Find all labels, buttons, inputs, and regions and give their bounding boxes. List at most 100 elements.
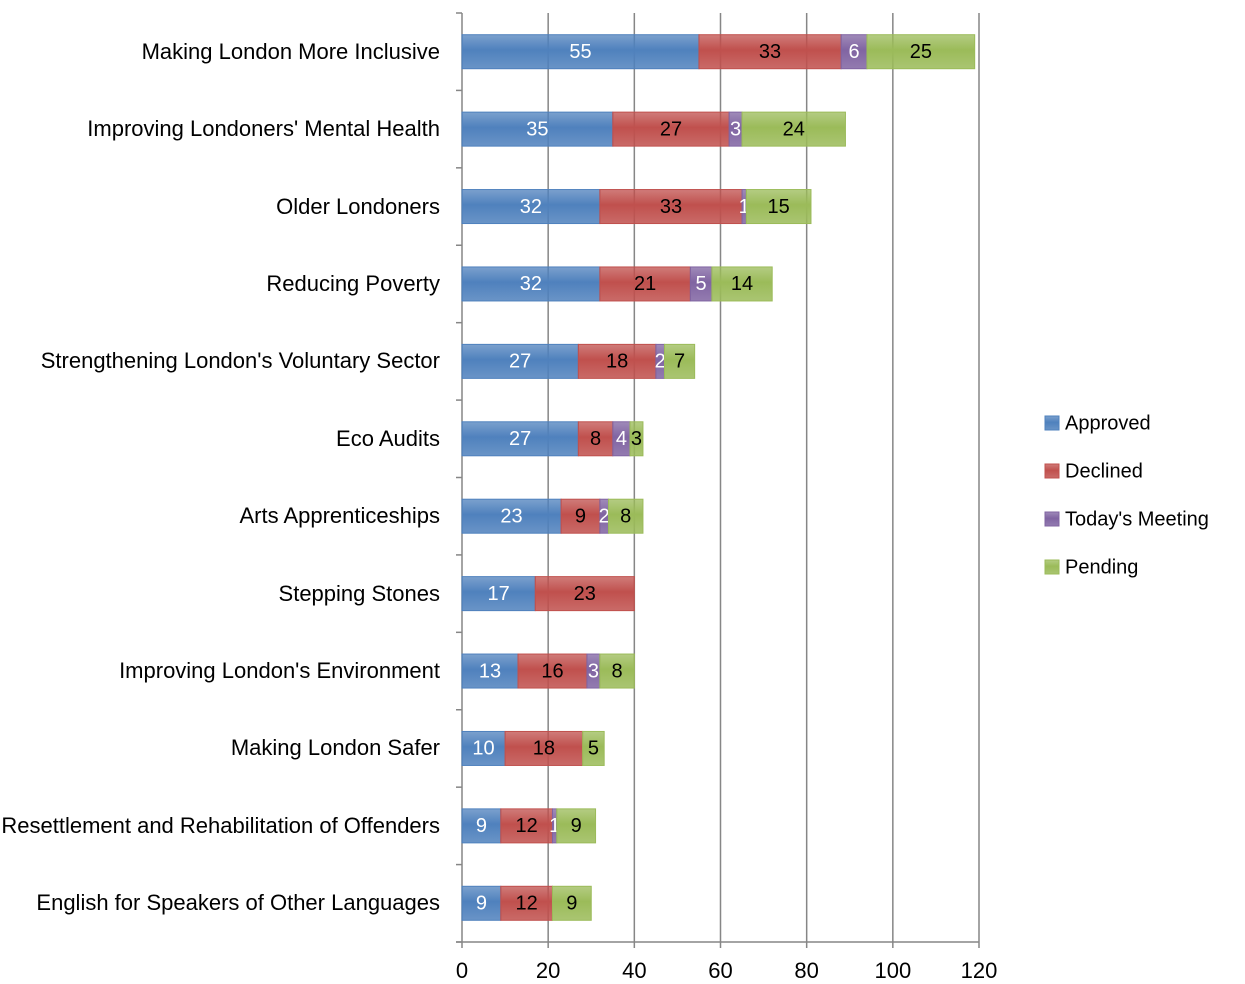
bar-segment — [582, 730, 605, 766]
data-label: 18 — [606, 351, 628, 373]
data-label: 18 — [533, 738, 555, 760]
data-label: 14 — [731, 273, 753, 295]
bar-segment — [461, 34, 700, 70]
bar-segment — [461, 885, 502, 921]
bar-segment — [504, 730, 584, 766]
data-label: 24 — [783, 118, 805, 140]
data-label: 15 — [768, 196, 790, 218]
bar-segment — [741, 111, 846, 147]
bar-segment — [866, 34, 976, 70]
data-label: 9 — [566, 893, 577, 915]
x-tick-label: 120 — [961, 958, 998, 983]
legend-label: Approved — [1065, 412, 1151, 434]
data-label: 2 — [655, 351, 666, 373]
data-label: 32 — [520, 196, 542, 218]
data-label: 2 — [599, 505, 610, 527]
data-label: 27 — [509, 428, 531, 450]
data-label: 27 — [509, 351, 531, 373]
y-tick-label: Improving Londoners' Mental Health — [87, 116, 440, 142]
data-label: 21 — [634, 273, 656, 295]
y-tick-label: Stepping Stones — [278, 580, 440, 606]
bar-segment — [599, 189, 743, 225]
data-label: 3 — [631, 428, 642, 450]
bar-segment — [629, 421, 644, 457]
data-label: 35 — [526, 118, 548, 140]
y-tick-label: Strengthening London's Voluntary Sector — [40, 348, 440, 374]
y-tick-label: Reducing Poverty — [266, 270, 440, 296]
data-label: 25 — [910, 41, 932, 63]
data-label: 3 — [730, 118, 741, 140]
data-label: 8 — [620, 505, 631, 527]
data-label: 12 — [516, 815, 538, 837]
data-label: 33 — [759, 41, 781, 63]
bar-segment — [663, 343, 696, 379]
y-tick-label: Improving London's Environment — [119, 658, 440, 684]
data-label: 16 — [541, 660, 563, 682]
legend-swatch — [1044, 415, 1060, 431]
bar-segment — [500, 885, 553, 921]
bar-segment — [577, 421, 614, 457]
bar-segment — [534, 576, 635, 612]
bar-segment — [698, 34, 842, 70]
legend-swatch — [1044, 463, 1060, 479]
data-label: 9 — [575, 505, 586, 527]
y-tick-label: Eco Audits — [336, 425, 440, 451]
data-label: 4 — [616, 428, 627, 450]
bar-segment — [461, 730, 506, 766]
data-label: 27 — [660, 118, 682, 140]
data-label: 1 — [549, 815, 560, 837]
bar-segment — [599, 653, 635, 689]
x-tick-label: 60 — [708, 958, 732, 983]
bar-segment — [500, 808, 553, 844]
bar-segment — [612, 111, 730, 147]
data-label: 5 — [588, 738, 599, 760]
bar-segment — [517, 653, 588, 689]
data-label: 12 — [516, 893, 538, 915]
data-label: 7 — [674, 351, 685, 373]
y-tick-label: Making London Safer — [230, 735, 440, 761]
bar-segment — [461, 421, 579, 457]
data-label: 8 — [590, 428, 601, 450]
bar-segment — [461, 343, 579, 379]
bar-segment — [556, 808, 597, 844]
x-tick-label: 40 — [622, 958, 646, 983]
x-tick-label: 80 — [794, 958, 818, 983]
data-label: 9 — [571, 815, 582, 837]
bar-segment — [461, 653, 519, 689]
y-tick-label: Resettlement and Rehabilitation of Offen… — [1, 812, 440, 838]
y-tick-label: Older Londoners — [276, 193, 440, 219]
data-label: 17 — [487, 583, 509, 605]
legend-swatch — [1044, 559, 1060, 575]
bar-segment — [711, 266, 773, 302]
bar-segment — [461, 189, 601, 225]
y-tick-label: Arts Apprenticeships — [239, 503, 440, 529]
x-tick-label: 100 — [874, 958, 911, 983]
data-label: 33 — [660, 196, 682, 218]
bar-segment — [461, 266, 601, 302]
y-tick-label: Making London More Inclusive — [141, 38, 440, 64]
legend-label: Pending — [1065, 556, 1138, 578]
data-label: 10 — [472, 738, 494, 760]
bar-segment — [551, 885, 592, 921]
data-label: 23 — [500, 505, 522, 527]
bar-segment — [461, 111, 614, 147]
data-label: 8 — [612, 660, 623, 682]
data-label: 13 — [479, 660, 501, 682]
data-label: 55 — [569, 41, 591, 63]
bar-segment — [607, 498, 644, 534]
x-tick-label: 0 — [456, 958, 468, 983]
data-label: 3 — [588, 660, 599, 682]
legend-label: Declined — [1065, 460, 1143, 482]
bar-segment — [560, 498, 601, 534]
x-tick-label: 20 — [536, 958, 560, 983]
y-tick-label: English for Speakers of Other Languages — [36, 890, 440, 916]
legend-label: Today's Meeting — [1065, 508, 1209, 530]
data-label: 32 — [520, 273, 542, 295]
data-label: 5 — [696, 273, 707, 295]
data-label: 6 — [848, 41, 859, 63]
bar-segment — [599, 266, 691, 302]
data-label: 1 — [739, 196, 750, 218]
data-label: 23 — [574, 583, 596, 605]
bar-segment — [461, 498, 562, 534]
